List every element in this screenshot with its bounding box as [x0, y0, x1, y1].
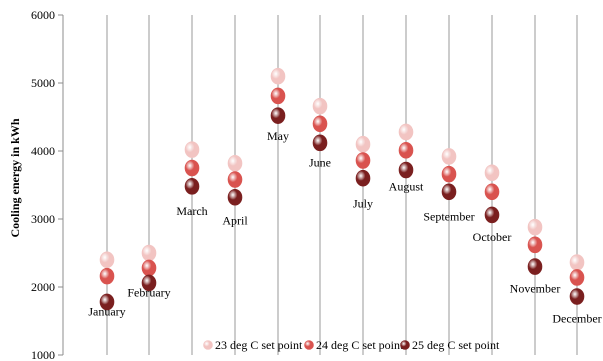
data-points	[99, 67, 585, 311]
month-drop-lines	[106, 15, 578, 355]
legend-label: 24 deg C set point	[316, 338, 404, 352]
data-point	[441, 183, 457, 201]
data-point	[441, 165, 457, 183]
data-point	[398, 161, 414, 179]
y-tick-label: 5000	[31, 76, 55, 90]
month-label: June	[309, 156, 331, 170]
month-label: April	[222, 213, 248, 227]
month-label: July	[353, 196, 373, 210]
data-point	[270, 87, 286, 105]
legend-marker	[203, 340, 213, 350]
data-point	[441, 148, 457, 165]
data-point	[484, 164, 500, 182]
data-point	[141, 274, 157, 292]
y-tick-label: 2000	[31, 280, 55, 294]
data-point	[527, 236, 543, 254]
data-point	[312, 97, 328, 115]
month-label: September	[423, 209, 474, 223]
data-point	[527, 218, 543, 236]
data-point	[569, 288, 585, 305]
data-point	[270, 107, 286, 124]
data-point	[184, 141, 200, 158]
y-tick-label: 6000	[31, 8, 55, 22]
data-point	[398, 142, 414, 159]
data-point	[227, 171, 243, 188]
data-point	[141, 259, 157, 277]
data-point	[355, 169, 371, 187]
month-label: August	[389, 179, 424, 193]
legend: 23 deg C set point 24 deg C set point 25 d…	[203, 338, 500, 352]
data-point	[312, 115, 328, 133]
data-point	[227, 188, 243, 206]
data-point	[398, 123, 414, 141]
data-point	[484, 183, 500, 201]
data-point	[141, 244, 157, 262]
month-label: May	[267, 129, 289, 143]
month-label: March	[176, 204, 207, 218]
data-point	[527, 258, 543, 275]
data-point	[355, 135, 371, 153]
data-point	[569, 269, 585, 286]
data-point	[99, 293, 115, 311]
data-point	[355, 152, 371, 169]
y-tick-label: 1000	[31, 348, 55, 361]
y-tick-label: 3000	[31, 212, 55, 226]
data-point	[227, 154, 243, 172]
y-axis: 1000 2000 3000 4000 5000 6000	[31, 8, 64, 361]
month-label: January	[88, 305, 125, 319]
data-point	[569, 254, 585, 271]
month-label: December	[552, 311, 601, 325]
data-point	[184, 178, 200, 195]
data-point	[312, 134, 328, 152]
data-point	[184, 159, 200, 177]
data-point	[270, 67, 286, 85]
data-point	[99, 267, 115, 285]
legend-label: 23 deg C set point	[215, 338, 303, 352]
data-point	[99, 251, 115, 269]
month-label: February	[127, 286, 170, 300]
y-axis-title: Cooling energy in kWh	[8, 118, 22, 237]
legend-marker	[400, 340, 410, 350]
legend-label: 25 deg C set point	[412, 338, 500, 352]
month-label: October	[473, 230, 512, 244]
legend-marker	[304, 340, 314, 350]
data-point	[484, 206, 500, 224]
month-label: November	[510, 281, 561, 295]
y-tick-label: 4000	[31, 144, 55, 158]
